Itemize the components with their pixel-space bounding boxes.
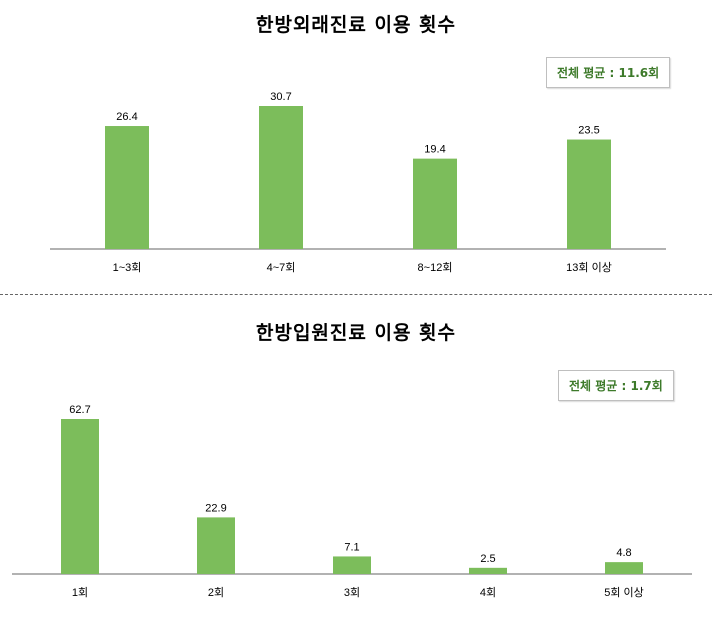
data-label: 4.8 xyxy=(616,547,631,559)
bar xyxy=(105,126,149,249)
data-label: 62.7 xyxy=(69,404,90,416)
outpatient-bar-chart: 26.4 1~3회 30.7 4~7회 19.4 8~12회 23.5 13회 이상 xyxy=(50,91,666,274)
category-tick-label: 4회 xyxy=(480,586,496,599)
category-tick-label: 8~12회 xyxy=(418,261,453,274)
bar xyxy=(197,517,235,574)
category-tick-label: 13회 이상 xyxy=(566,261,612,274)
outpatient-chart-panel: 한방외래진료 이용 횟수 전체 평균 : 11.6회 26.4 1~3회 30.7 4… xyxy=(0,0,712,292)
bar xyxy=(567,139,611,249)
inpatient-chart-title: 한방입원진료 이용 횟수 xyxy=(255,322,457,344)
data-label: 30.7 xyxy=(270,91,291,103)
bar xyxy=(413,158,457,249)
outpatient-chart-title: 한방외래진료 이용 횟수 xyxy=(255,14,457,36)
category-tick-label: 4~7회 xyxy=(267,261,296,274)
data-label: 22.9 xyxy=(205,502,226,514)
category-tick-label: 3회 xyxy=(344,586,360,599)
inpatient-chart-panel: 한방입원진료 이용 횟수 전체 평균 : 1.7회 62.7 1회 22.9 2회 7.… xyxy=(0,300,712,628)
data-label: 7.1 xyxy=(344,541,359,553)
category-tick-label: 1~3회 xyxy=(113,261,142,274)
category-tick-label: 1회 xyxy=(72,586,88,599)
inpatient-average-box: 전체 평균 : 1.7회 xyxy=(558,370,674,401)
bar xyxy=(333,556,371,574)
section-divider xyxy=(0,294,712,295)
data-label: 19.4 xyxy=(424,144,445,156)
category-tick-label: 2회 xyxy=(208,586,224,599)
bar xyxy=(605,562,643,574)
bar xyxy=(61,419,99,574)
bar xyxy=(259,106,303,249)
bar xyxy=(469,567,507,574)
data-label: 26.4 xyxy=(116,111,137,123)
outpatient-average-box: 전체 평균 : 11.6회 xyxy=(546,57,671,88)
category-tick-label: 5회 이상 xyxy=(604,586,644,599)
data-label: 23.5 xyxy=(578,125,599,137)
inpatient-bar-chart: 62.7 1회 22.9 2회 7.1 3회 2.5 4회 4.8 5회 이상 xyxy=(12,404,692,599)
data-label: 2.5 xyxy=(480,553,495,565)
